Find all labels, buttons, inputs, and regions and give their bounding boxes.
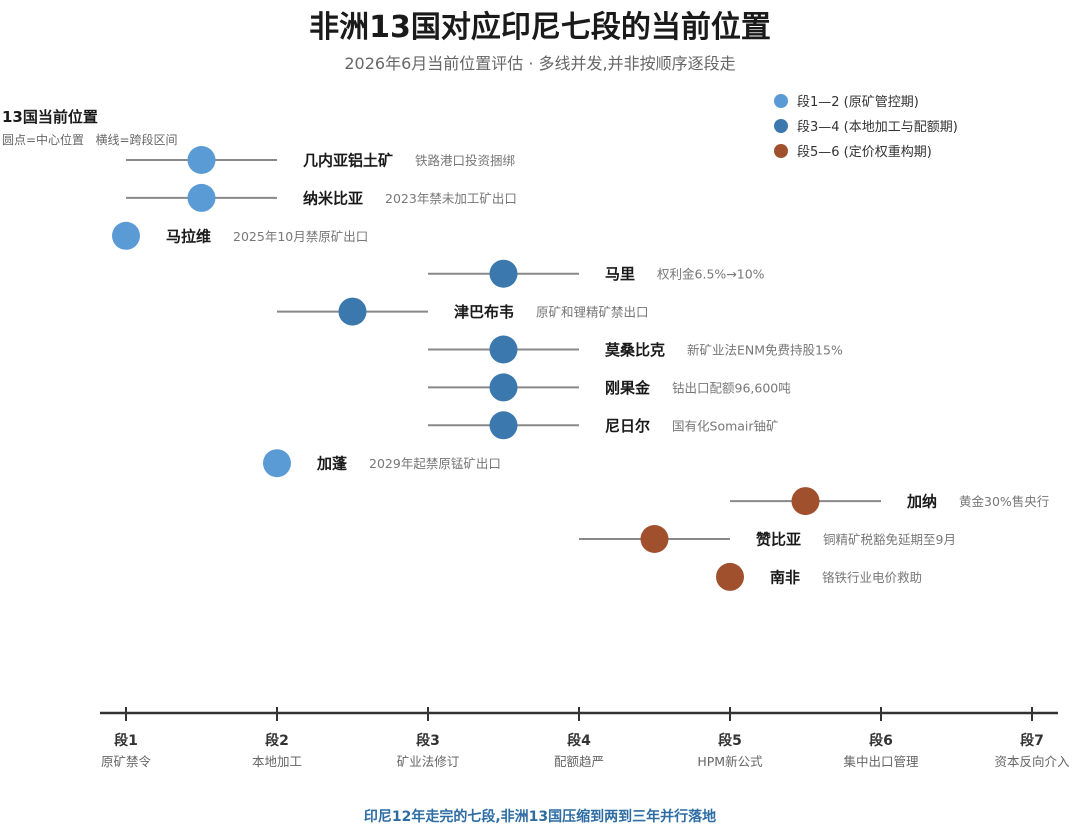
x-tick-label: 段1 <box>114 732 138 749</box>
chart-subtitle: 2026年6月当前位置评估 · 多线并发,并非按顺序逐段走 <box>344 54 736 73</box>
position-dot <box>338 297 367 326</box>
legend-dot-stage12 <box>774 93 788 108</box>
country-label: 尼日尔 <box>605 417 650 435</box>
legend-item-stage56: 段5—6 (定价权重构期) <box>774 138 958 163</box>
position-dot <box>489 373 518 402</box>
x-tick-label: 段3 <box>416 732 440 749</box>
position-dot <box>187 183 216 212</box>
country-note: 钴出口配额96,600吨 <box>672 380 791 395</box>
country-label: 几内亚铝土矿 <box>303 152 393 170</box>
position-dot <box>263 449 291 478</box>
position-dot <box>187 146 216 174</box>
country-label: 马里 <box>605 265 635 283</box>
legend: 段1—2 (原矿管控期) 段3—4 (本地加工与配额期) 段5—6 (定价权重构… <box>774 88 958 163</box>
x-tick-label: 段6 <box>869 732 893 749</box>
x-tick-label: 段7 <box>1020 732 1044 749</box>
country-note: 权利金6.5%→10% <box>657 267 765 282</box>
x-tick-sublabel: 配额趋严 <box>554 754 604 769</box>
position-dot <box>489 411 518 440</box>
position-dot <box>112 221 140 250</box>
x-tick-sublabel: 集中出口管理 <box>843 754 919 769</box>
x-tick-label: 段2 <box>265 732 289 749</box>
country-label: 莫桑比克 <box>605 341 665 359</box>
country-note: 铬铁行业电价救助 <box>822 570 922 585</box>
country-note: 2029年起禁原锰矿出口 <box>369 456 501 471</box>
x-tick-sublabel: HPM新公式 <box>697 754 763 769</box>
country-label: 纳米比亚 <box>303 189 363 207</box>
x-tick-sublabel: 资本反向介入 <box>994 754 1070 769</box>
country-note: 2023年禁未加工矿出口 <box>385 191 517 206</box>
country-label: 南非 <box>770 568 800 586</box>
legend-label-stage12: 段1—2 (原矿管控期) <box>797 95 919 110</box>
country-label: 加蓬 <box>316 455 348 473</box>
country-label: 津巴布韦 <box>454 303 514 321</box>
legend-label-stage56: 段5—6 (定价权重构期) <box>797 145 932 160</box>
panel-note: 圆点=中心位置 横线=跨段区间 <box>2 133 178 147</box>
country-note: 2025年10月禁原矿出口 <box>233 229 368 244</box>
position-dot <box>489 259 518 288</box>
position-dot <box>791 487 820 516</box>
country-note: 新矿业法ENM免费持股15% <box>687 343 843 358</box>
x-tick-label: 段5 <box>718 732 742 749</box>
country-note: 原矿和锂精矿禁出口 <box>536 305 649 320</box>
legend-item-stage12: 段1—2 (原矿管控期) <box>774 88 958 113</box>
x-tick-sublabel: 本地加工 <box>252 754 302 769</box>
country-label: 刚果金 <box>605 379 651 397</box>
legend-item-stage34: 段3—4 (本地加工与配额期) <box>774 113 958 138</box>
chart-title: 非洲13国对应印尼七段的当前位置 <box>309 10 771 45</box>
position-dot <box>716 562 744 591</box>
country-label: 赞比亚 <box>755 531 801 549</box>
country-note: 铁路港口投资捆绑 <box>415 153 515 168</box>
country-note: 国有化Somair铀矿 <box>672 418 779 433</box>
position-dot <box>489 335 518 364</box>
x-tick-label: 段4 <box>567 732 591 749</box>
panel-title: 13国当前位置 <box>2 108 98 126</box>
legend-dot-stage56 <box>774 143 788 158</box>
country-label: 马拉维 <box>166 227 211 245</box>
x-tick-sublabel: 原矿禁令 <box>101 754 152 769</box>
chart-footer: 印尼12年走完的七段,非洲13国压缩到两到三年并行落地 <box>363 809 717 825</box>
country-note: 黄金30%售央行 <box>959 494 1049 509</box>
legend-dot-stage34 <box>774 118 788 133</box>
position-dot <box>640 525 669 553</box>
country-note: 铜精矿税豁免延期至9月 <box>823 532 956 547</box>
legend-label-stage34: 段3—4 (本地加工与配额期) <box>797 120 958 135</box>
x-tick-sublabel: 矿业法修订 <box>397 754 460 769</box>
country-label: 加纳 <box>906 493 937 511</box>
